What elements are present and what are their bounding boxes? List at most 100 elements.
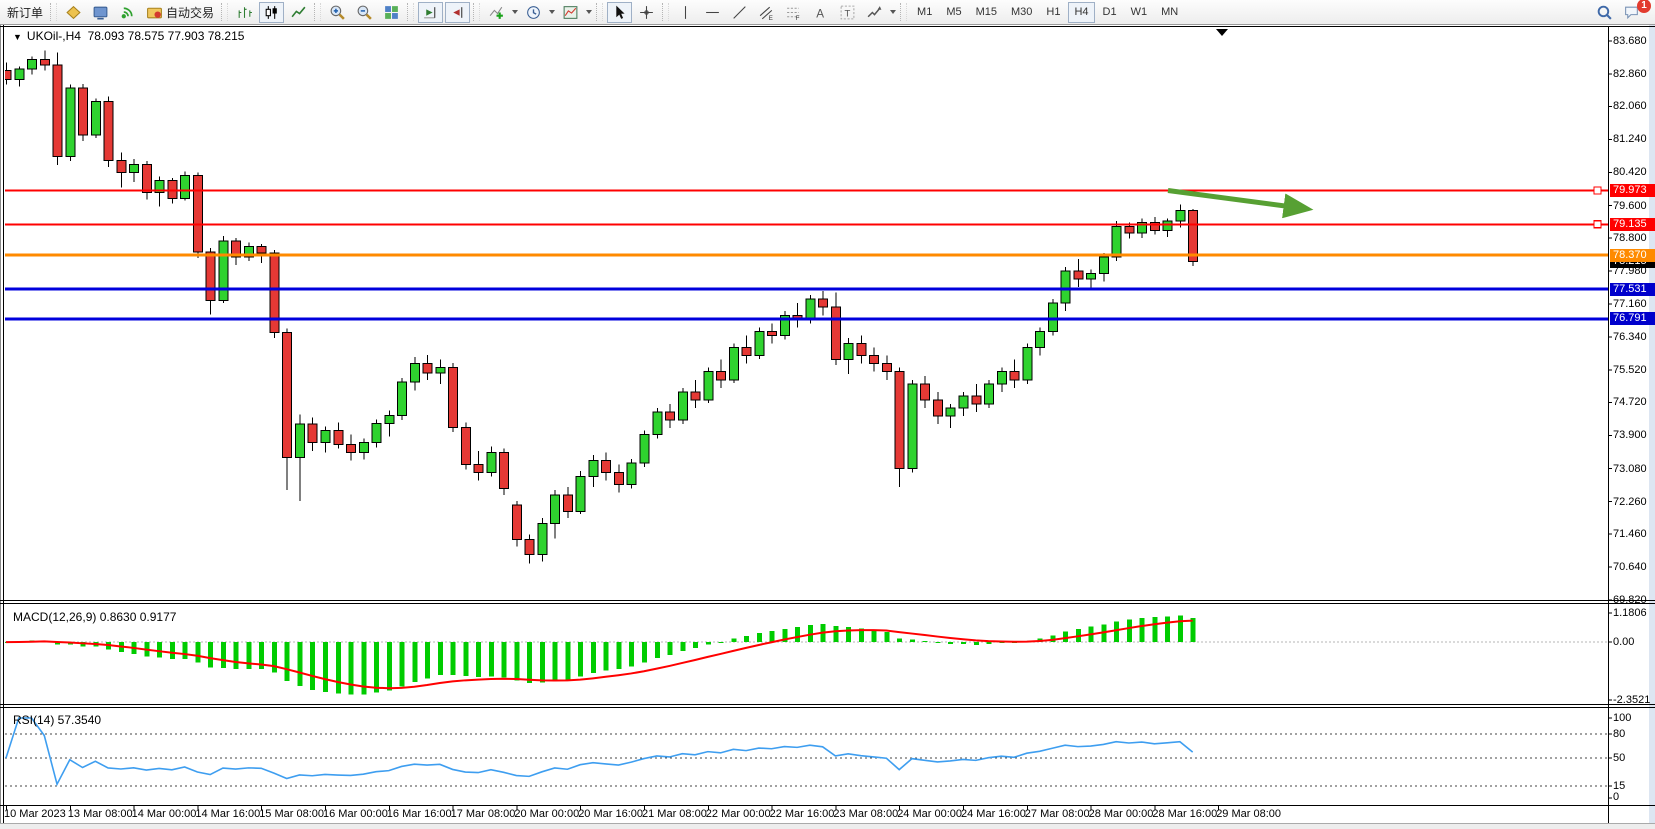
candle [346,443,357,453]
timeframe-button-d1[interactable]: D1 [1102,6,1117,18]
add-indicator-icon[interactable] [484,2,509,23]
candle [486,451,497,474]
chart-background[interactable] [0,25,1655,823]
add-indicator-dropdown-icon[interactable] [512,10,519,14]
candle [1175,209,1186,222]
candle [1124,226,1135,234]
candle [397,381,408,416]
candle [205,251,216,301]
candle [282,332,293,459]
candle [473,463,484,474]
candle [639,434,650,464]
candle [779,314,790,336]
toolbar-grip [50,3,58,21]
candle [14,68,25,81]
autotrading-button[interactable]: 自动交易 [142,2,218,23]
candle [371,422,382,444]
toolbar-grip [596,3,604,21]
candle [409,363,420,383]
trendline-icon[interactable] [727,2,752,23]
profile-icon[interactable] [88,2,113,23]
candle [1111,226,1122,258]
candle [1047,302,1058,332]
line-chart-icon[interactable] [286,2,311,23]
new-order-button[interactable]: 新订单 [7,5,44,20]
candle [103,100,114,161]
zoom-out-icon[interactable] [352,2,377,23]
cursor-icon[interactable] [607,1,633,23]
fibonacci-icon[interactable]: F [781,2,806,23]
candle [116,159,127,173]
period-clock-icon[interactable] [521,2,546,23]
candle [1073,270,1084,280]
vertical-line-icon[interactable] [673,2,698,23]
candle [524,539,535,555]
shapes-icon[interactable] [862,2,887,23]
timeframe-button-m15[interactable]: M15 [975,6,997,18]
candle [5,69,12,81]
timeframe-button-m30[interactable]: M30 [1011,6,1033,18]
chat-button[interactable]: 1 [1619,0,1651,23]
horizontal-line-icon[interactable] [700,2,725,23]
candle [1098,256,1109,274]
hline-handle[interactable] [1593,186,1602,195]
candle [767,330,778,336]
candle [1035,330,1046,349]
candle [754,330,765,357]
candle [422,363,433,374]
candle [90,100,101,136]
timeframe-button-m1[interactable]: M1 [917,6,933,18]
period-dropdown-icon[interactable] [549,10,556,14]
candle [665,411,676,421]
toolbar-grip [221,3,229,21]
timeframe-button-m5[interactable]: M5 [946,6,962,18]
crosshair-icon[interactable] [634,2,659,23]
channel-icon[interactable]: E [754,2,779,23]
gold-icon[interactable] [61,2,86,23]
candle [677,391,688,421]
timeframe-button-mn[interactable]: MN [1161,6,1179,18]
candle [1149,221,1160,232]
svg-text:F: F [796,14,800,20]
search-icon[interactable] [1592,2,1617,23]
candle [333,430,344,445]
bar-chart-icon[interactable] [232,2,257,23]
candle [830,306,841,361]
timeframe-button-w1[interactable]: W1 [1130,6,1148,18]
candle [243,246,254,258]
candle [52,64,63,157]
rsi-line [5,717,1194,787]
timeframe-button-h1[interactable]: H1 [1046,6,1061,18]
shapes-dropdown-icon[interactable] [890,10,897,14]
candle [613,472,624,486]
hline-handle[interactable] [1593,220,1602,229]
toolbar-grip [900,3,908,21]
candle [958,395,969,409]
autoscroll-icon[interactable] [418,1,444,23]
timeframe-group: M1 M5 M15 M30 H1 H4 D1 W1 MN [910,1,1185,23]
label-icon[interactable]: T [835,2,860,23]
candle [537,522,548,555]
candle [907,383,918,470]
chart-shift-icon[interactable] [445,1,471,23]
candlestick-chart-icon[interactable] [259,1,285,23]
template-icon[interactable] [558,2,583,23]
macd-signal-line [5,619,1193,690]
text-icon[interactable]: A [808,2,833,23]
tile-windows-icon[interactable] [379,2,404,23]
candle [154,180,165,194]
candle [1060,270,1071,304]
candle [78,87,89,136]
timeframe-button-h4[interactable]: H4 [1068,1,1095,23]
trend-arrow-annotation[interactable] [1167,188,1314,219]
zoom-in-icon[interactable] [325,2,350,23]
signals-icon[interactable] [115,2,140,23]
candle [256,246,267,254]
candle [294,423,305,459]
candle [588,459,599,478]
candle [1188,209,1199,262]
candle [435,367,446,374]
candle [805,298,816,320]
template-dropdown-icon[interactable] [586,10,593,14]
